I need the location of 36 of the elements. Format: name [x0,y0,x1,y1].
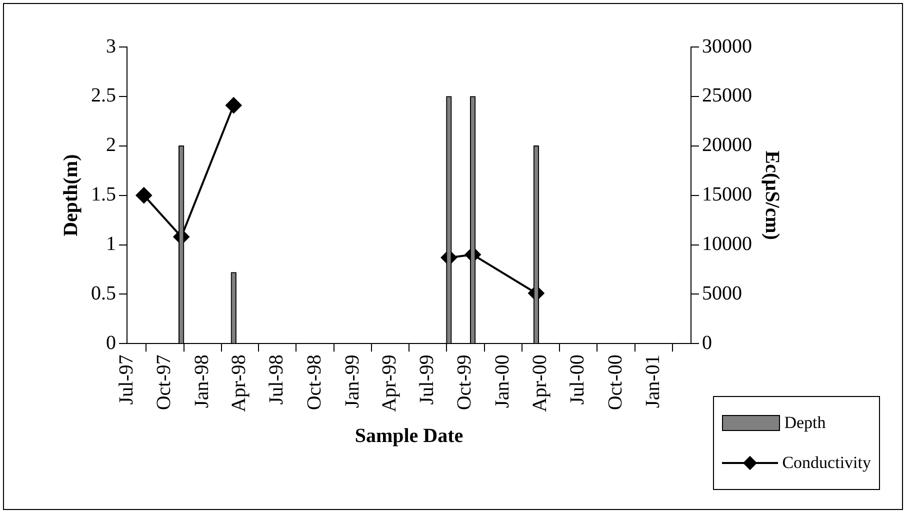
y-tick-label: 0.5 [91,282,116,304]
x-tick-label: Apr-00 [528,354,551,412]
x-tick-label: Oct-99 [454,354,476,410]
legend-label: Conductivity [782,453,871,473]
point [136,187,152,204]
x-tick-label: Jan-01 [642,354,664,408]
y-tick-label: 2 [106,134,116,156]
y2-tick-label: 25000 [702,84,752,107]
x-tick-label: Jul-97 [115,354,138,405]
y2-tick-label: 30000 [702,35,752,58]
x-axis-title: Sample Date [354,425,464,448]
y2-tick-label: 10000 [702,233,752,256]
x-tick-label: Jul-00 [566,354,588,405]
y-tick-label: 1 [106,233,116,256]
y2-axis-title: Ec(µS/cm) [760,150,783,240]
point [226,97,242,114]
x-tick-label: Apr-98 [228,354,250,412]
y-tick-label: 2.5 [91,84,116,107]
x-tick-label: Oct-97 [153,354,176,410]
y2-tick-label: 15000 [702,184,752,206]
x-tick-label: Jul-99 [416,354,438,405]
y-tick-label: 0 [106,332,116,354]
x-tick-label: Oct-98 [303,354,326,410]
y-tick-label: 3 [106,35,116,58]
y2-tick-label: 5000 [702,282,742,304]
legend-label: Depth [784,413,826,433]
x-tick-label: Jan-00 [492,354,514,408]
x-tick-label: Apr-99 [378,354,400,412]
y-tick-label: 1.5 [91,184,116,206]
y-axis-title: Depth(m) [60,154,82,236]
x-tick-label: Oct-00 [604,354,626,410]
y2-tick-label: 0 [702,332,712,354]
x-tick-label: Jan-98 [191,354,213,408]
x-tick-label: Jul-98 [266,354,288,405]
x-tick-label: Jan-99 [341,354,364,408]
y2-tick-label: 20000 [702,134,752,156]
